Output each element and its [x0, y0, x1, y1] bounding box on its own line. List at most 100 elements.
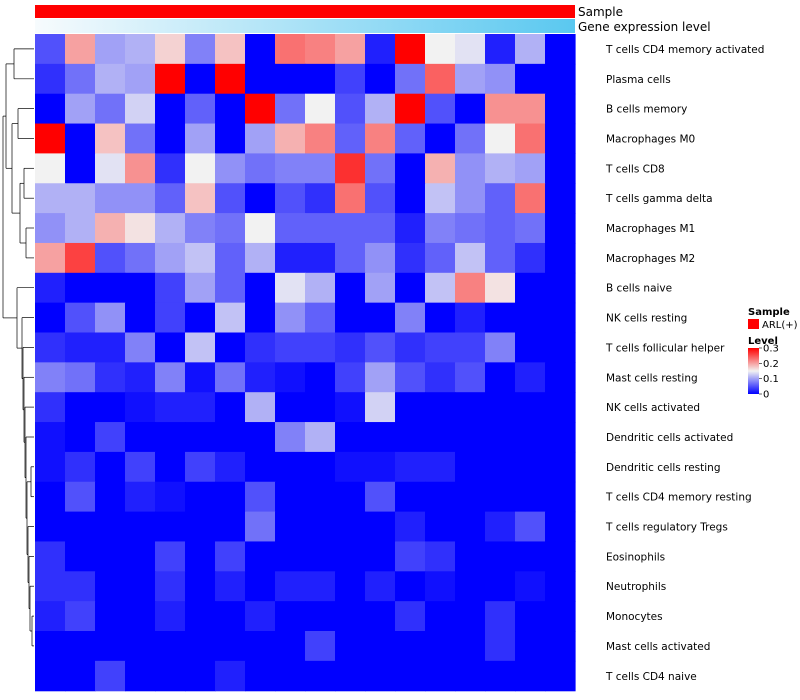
row-label: NK cells resting [606, 313, 687, 325]
heatmap-cell [275, 153, 306, 184]
row-label: Macrophages M0 [606, 133, 695, 145]
heatmap-cell [515, 541, 546, 572]
heatmap-cell [215, 631, 246, 662]
heatmap-cell [335, 302, 366, 334]
heatmap-cell [35, 392, 66, 423]
heatmap-cell [215, 481, 246, 513]
heatmap-cell [425, 362, 456, 393]
heatmap-cell [545, 213, 576, 244]
heatmap-cell [335, 183, 366, 214]
heatmap-cell [155, 392, 186, 423]
heatmap-cell [365, 183, 396, 214]
row-label: Dendritic cells activated [606, 432, 733, 444]
heatmap-cell [35, 481, 66, 513]
heatmap-cell [65, 481, 96, 513]
gene-expression-annotation-track [35, 19, 575, 33]
row-label: T cells gamma delta [605, 193, 713, 205]
heatmap-cell [95, 242, 126, 274]
heatmap-cell [545, 481, 576, 513]
row-label: T cells CD8 [605, 163, 665, 175]
heatmap-cell [485, 272, 516, 304]
heatmap-cell [35, 601, 66, 632]
heatmap-cell [545, 631, 576, 662]
heatmap-cell [155, 63, 186, 95]
heatmap-cell [545, 511, 576, 543]
heatmap-cell [425, 660, 456, 692]
heatmap-cell [95, 422, 126, 453]
heatmap-cell [185, 601, 216, 632]
heatmap-cell [395, 601, 426, 632]
heatmap-cell [395, 362, 426, 393]
heatmap-cell [65, 451, 96, 483]
heatmap-cell [155, 631, 186, 662]
heatmap-cell [125, 631, 156, 662]
heatmap-cell [185, 660, 216, 692]
heatmap-cell [245, 660, 276, 692]
heatmap-cell [305, 541, 336, 572]
heatmap-cell [515, 332, 546, 363]
heatmap-cell [275, 422, 306, 453]
heatmap-cell [485, 242, 516, 274]
heatmap-cell [335, 362, 366, 393]
sample-annotation-track [35, 5, 575, 18]
heatmap-cell [515, 34, 546, 65]
heatmap-cell [335, 63, 366, 95]
heatmap-cell [455, 571, 486, 602]
heatmap-cell [245, 541, 276, 572]
heatmap-cell [425, 631, 456, 662]
heatmap-cell [365, 272, 396, 304]
heatmap-cell [245, 511, 276, 543]
heatmap-cell [95, 362, 126, 393]
heatmap-cell [245, 63, 276, 95]
heatmap-cell [305, 451, 336, 483]
heatmap-cell [125, 34, 156, 65]
heatmap-cell [545, 242, 576, 274]
heatmap-cell [155, 34, 186, 65]
heatmap-cell [215, 93, 246, 125]
heatmap-cell [215, 451, 246, 483]
heatmap-cell [455, 34, 486, 65]
heatmap-cell [545, 601, 576, 632]
heatmap-cell [155, 571, 186, 602]
heatmap-cell [275, 213, 306, 244]
heatmap-cell [455, 660, 486, 692]
heatmap-cell [455, 422, 486, 453]
heatmap-cell [305, 362, 336, 393]
heatmap-cell [545, 541, 576, 572]
heatmap-cell [155, 422, 186, 453]
heatmap-cell [155, 183, 186, 214]
heatmap-cell [35, 571, 66, 602]
heatmap-cell [485, 302, 516, 334]
heatmap-cell [455, 511, 486, 543]
heatmap-cell [35, 511, 66, 543]
heatmap-cell [335, 422, 366, 453]
heatmap-cell [275, 302, 306, 334]
heatmap-cell [425, 392, 456, 423]
heatmap-cell [275, 242, 306, 274]
heatmap-cell [245, 242, 276, 274]
heatmap-cell [425, 332, 456, 363]
heatmap-cell [305, 571, 336, 602]
row-label: B cells memory [606, 104, 687, 116]
heatmap-cell [455, 631, 486, 662]
heatmap-cell [155, 272, 186, 304]
heatmap-cell [65, 422, 96, 453]
heatmap-cell [185, 362, 216, 393]
heatmap-cell [245, 631, 276, 662]
heatmap-cell [95, 511, 126, 543]
legend-level-tick-label: 0.1 [763, 374, 779, 385]
heatmap-cell [215, 213, 246, 244]
heatmap-cell [455, 63, 486, 95]
heatmap-cell [485, 34, 516, 65]
heatmap-cell [95, 63, 126, 95]
legend-sample-title: Sample [748, 307, 790, 318]
legend-level-tick-label: 0.2 [763, 359, 779, 370]
heatmap-cell [515, 153, 546, 184]
heatmap-cell [365, 541, 396, 572]
heatmap-cell [215, 660, 246, 692]
heatmap-cell [515, 242, 546, 274]
heatmap-cell [395, 392, 426, 423]
heatmap-cell [35, 660, 66, 692]
heatmap-cell [125, 392, 156, 423]
heatmap-cell [425, 272, 456, 304]
